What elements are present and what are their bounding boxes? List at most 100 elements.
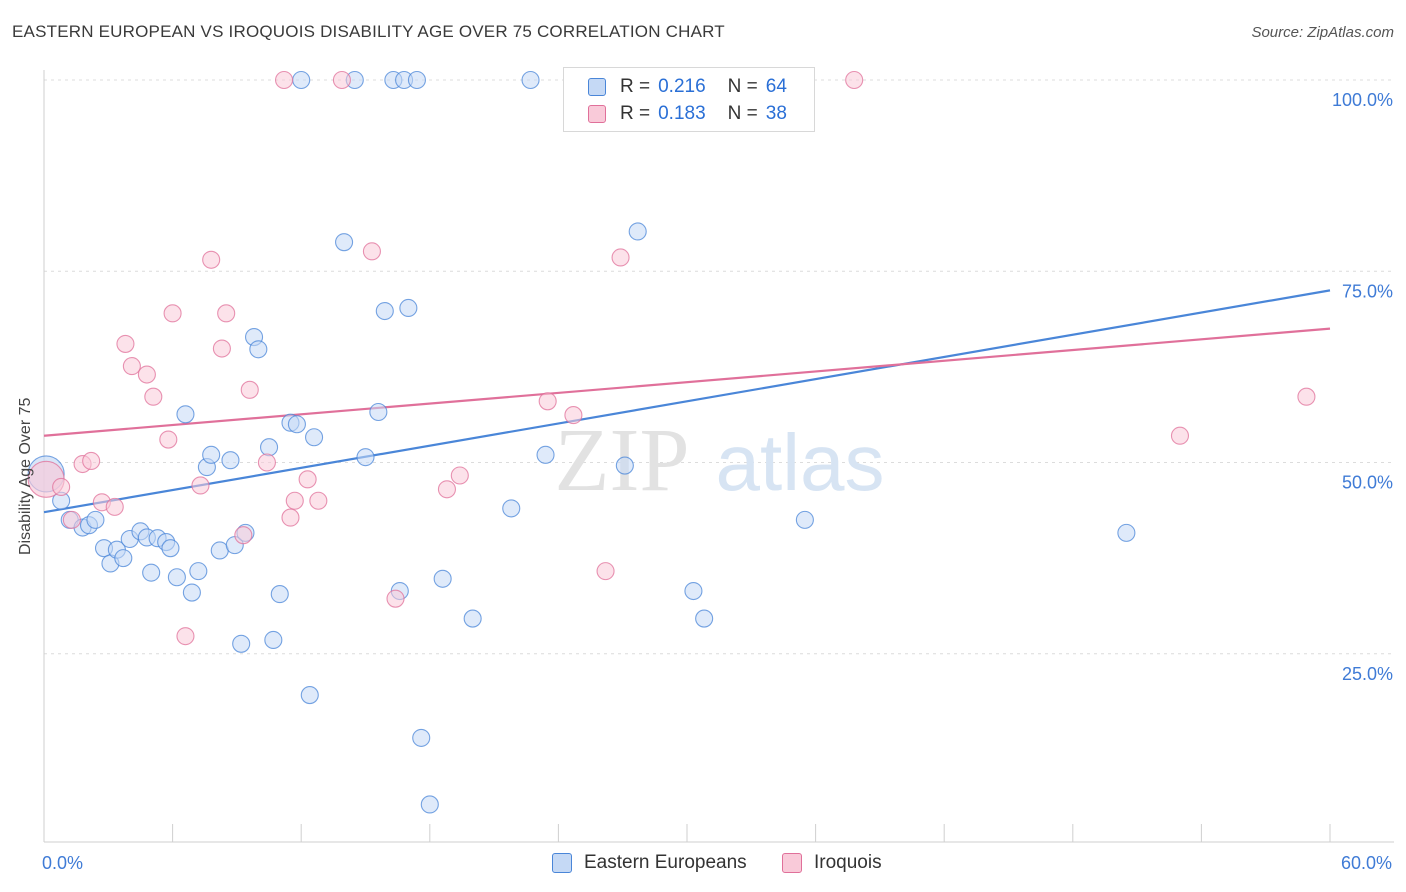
chart-title: EASTERN EUROPEAN VS IROQUOIS DISABILITY … — [12, 22, 725, 41]
grid-lines — [44, 79, 1394, 655]
point-eastern-europeans — [270, 585, 289, 604]
point-eastern-europeans — [142, 563, 161, 582]
point-eastern-europeans — [210, 541, 229, 560]
point-iroquois — [845, 70, 864, 90]
point-eastern-europeans — [463, 609, 482, 628]
point-iroquois — [234, 526, 253, 545]
point-eastern-europeans — [684, 581, 703, 601]
legend-row-eastern-europeans: R = 0.216 N = 64 — [588, 75, 787, 99]
point-iroquois — [611, 248, 630, 267]
point-eastern-europeans — [536, 445, 555, 464]
point-iroquois — [538, 392, 557, 411]
y-tick-label: 75.0% — [1342, 281, 1393, 301]
x-tick-label: 0.0% — [42, 853, 83, 873]
point-eastern-europeans — [264, 630, 283, 650]
watermark-atlas: atlas — [716, 418, 885, 507]
tick-labels: 25.0% 50.0% 75.0% 100.0% 0.0% 60.0% — [42, 90, 1393, 873]
point-iroquois — [217, 304, 236, 323]
point-iroquois — [564, 406, 583, 425]
point-eastern-europeans — [232, 634, 251, 653]
legend-swatch-pink — [588, 105, 606, 123]
correlation-legend: R = 0.216 N = 64 R = 0.183 N = 38 — [563, 67, 815, 132]
legend-r-label: R = — [620, 103, 651, 124]
data-points — [27, 70, 1316, 814]
point-eastern-europeans — [305, 428, 324, 447]
point-eastern-europeans — [1117, 523, 1136, 542]
point-iroquois — [191, 476, 210, 495]
point-eastern-europeans — [375, 301, 394, 321]
trend-lines — [43, 289, 1331, 514]
point-eastern-europeans — [335, 233, 354, 252]
point-eastern-europeans — [189, 562, 208, 581]
point-iroquois — [163, 304, 182, 323]
point-eastern-europeans — [795, 510, 814, 529]
point-iroquois — [285, 491, 304, 510]
y-axis-label-wrap: Disability Age Over 75 — [17, 298, 35, 555]
legend-item-label: Iroquois — [814, 852, 882, 873]
point-iroquois — [159, 430, 178, 449]
point-eastern-europeans — [628, 222, 647, 241]
legend-n-label: N = — [727, 76, 758, 97]
legend-item-label: Eastern Europeans — [584, 852, 747, 873]
legend-r-label: R = — [620, 76, 651, 97]
point-iroquois — [122, 357, 141, 376]
point-iroquois — [437, 480, 456, 499]
point-eastern-europeans — [399, 298, 418, 318]
point-iroquois — [52, 477, 71, 497]
point-iroquois — [176, 627, 195, 646]
point-iroquois — [596, 562, 615, 581]
point-iroquois — [116, 334, 135, 353]
trend-line-iroquois — [43, 327, 1331, 437]
point-eastern-europeans — [407, 70, 426, 90]
point-iroquois — [362, 242, 381, 261]
point-iroquois — [450, 466, 469, 485]
point-eastern-europeans — [86, 510, 105, 529]
point-eastern-europeans — [182, 583, 201, 602]
point-iroquois — [257, 453, 276, 472]
source-label: Source: ZipAtlas.com — [1251, 24, 1394, 41]
point-eastern-europeans — [412, 728, 431, 747]
legend-swatch-blue — [552, 853, 572, 873]
point-eastern-europeans — [249, 340, 268, 359]
trend-line-eastern-europeans — [43, 289, 1331, 514]
point-eastern-europeans — [167, 568, 186, 587]
point-iroquois — [82, 451, 101, 471]
point-eastern-europeans — [433, 569, 452, 588]
point-iroquois — [275, 70, 294, 90]
point-iroquois — [386, 589, 405, 608]
point-eastern-europeans — [615, 456, 634, 475]
point-eastern-europeans — [420, 795, 439, 814]
point-eastern-europeans — [176, 405, 195, 424]
legend-r-value: 0.183 — [658, 103, 706, 124]
watermark: ZIP atlas — [555, 411, 885, 510]
point-eastern-europeans — [221, 451, 240, 470]
point-iroquois — [1170, 426, 1190, 445]
point-iroquois — [309, 491, 328, 510]
point-iroquois — [281, 508, 300, 527]
legend-n-value: 64 — [765, 76, 787, 97]
point-iroquois — [212, 339, 231, 358]
legend-n-label: N = — [727, 103, 758, 124]
legend-swatch-blue — [588, 78, 606, 96]
legend-swatch-pink — [782, 853, 802, 873]
point-eastern-europeans — [369, 402, 388, 422]
legend-item-iroquois[interactable]: Iroquois — [782, 852, 882, 874]
point-iroquois — [105, 497, 124, 516]
legend-r-value: 0.216 — [658, 76, 706, 97]
point-eastern-europeans — [521, 70, 540, 90]
y-axis-label: Disability Age Over 75 — [17, 397, 34, 555]
legend-item-eastern-europeans[interactable]: Eastern Europeans — [552, 852, 747, 874]
point-eastern-europeans — [695, 609, 714, 628]
point-eastern-europeans — [161, 539, 180, 558]
y-tick-label: 50.0% — [1342, 473, 1393, 493]
point-eastern-europeans — [202, 445, 221, 464]
point-eastern-europeans — [356, 448, 375, 467]
point-iroquois — [144, 387, 163, 406]
point-iroquois — [202, 250, 221, 269]
point-iroquois — [1297, 387, 1316, 406]
series-legend: Eastern Europeans Iroquois — [0, 852, 1406, 878]
point-iroquois — [332, 70, 351, 90]
point-iroquois — [137, 365, 156, 384]
x-tick-label: 60.0% — [1341, 853, 1392, 873]
